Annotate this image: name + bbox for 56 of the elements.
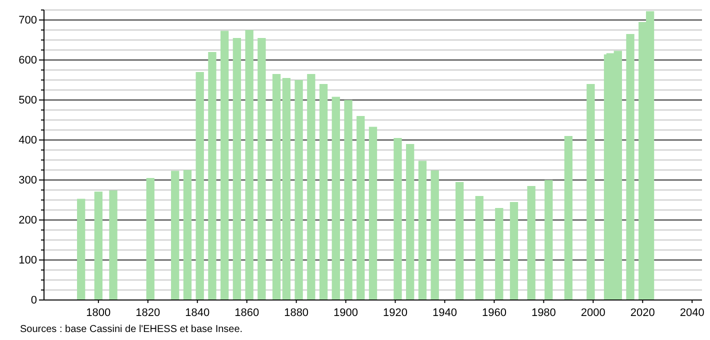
x-tick-label: 1840 bbox=[185, 306, 210, 319]
bar bbox=[527, 186, 536, 300]
bar bbox=[394, 138, 402, 300]
bar bbox=[586, 84, 595, 300]
y-tick-label: 400 bbox=[18, 134, 37, 147]
y-tick-label: 0 bbox=[30, 294, 37, 307]
bar bbox=[626, 34, 634, 300]
bar bbox=[344, 100, 352, 300]
bar bbox=[564, 136, 572, 300]
x-tick-label: 1960 bbox=[482, 306, 506, 319]
y-tick-label: 600 bbox=[18, 54, 37, 67]
y-tick-label: 100 bbox=[18, 254, 37, 267]
x-tick-label: 1980 bbox=[531, 306, 556, 319]
bar bbox=[196, 72, 204, 300]
source-note: Sources : base Cassini de l'EHESS et base Insee. bbox=[20, 324, 243, 335]
bar bbox=[220, 30, 229, 300]
x-tick-label: 2040 bbox=[680, 306, 704, 319]
bar bbox=[430, 170, 439, 300]
y-tick-label: 700 bbox=[18, 14, 37, 27]
x-tick-label: 1820 bbox=[136, 306, 160, 319]
bar bbox=[232, 38, 242, 300]
y-tick-label: 300 bbox=[18, 174, 37, 187]
x-tick-label: 1880 bbox=[284, 306, 309, 319]
bar bbox=[77, 198, 86, 300]
bar bbox=[272, 74, 281, 300]
bar bbox=[294, 80, 303, 300]
x-tick-label: 1900 bbox=[334, 306, 358, 319]
x-tick-label: 2000 bbox=[580, 306, 606, 319]
bar bbox=[208, 52, 216, 300]
bar bbox=[368, 126, 378, 300]
y-tick-label: 500 bbox=[18, 94, 37, 107]
x-tick-label: 1800 bbox=[86, 306, 111, 319]
bar bbox=[406, 144, 414, 300]
bar bbox=[495, 208, 504, 300]
bar bbox=[146, 178, 154, 300]
bar bbox=[332, 96, 340, 300]
y-tick-label: 200 bbox=[18, 214, 37, 227]
bar bbox=[356, 116, 365, 300]
bar bbox=[258, 38, 266, 300]
x-tick-label: 1860 bbox=[234, 306, 260, 319]
bar bbox=[319, 84, 328, 300]
bar bbox=[183, 170, 192, 300]
bar bbox=[307, 74, 316, 300]
bar bbox=[245, 30, 254, 300]
bar bbox=[282, 78, 290, 300]
bar bbox=[544, 180, 553, 300]
bar bbox=[510, 202, 518, 300]
x-tick-label: 2020 bbox=[630, 306, 655, 319]
bar bbox=[418, 160, 427, 300]
bar bbox=[109, 190, 118, 300]
x-tick-label: 1920 bbox=[383, 306, 408, 319]
bar bbox=[94, 192, 103, 300]
bar bbox=[455, 182, 464, 300]
bar bbox=[475, 196, 484, 300]
bar bbox=[171, 170, 180, 300]
x-tick-label: 1940 bbox=[432, 306, 457, 319]
